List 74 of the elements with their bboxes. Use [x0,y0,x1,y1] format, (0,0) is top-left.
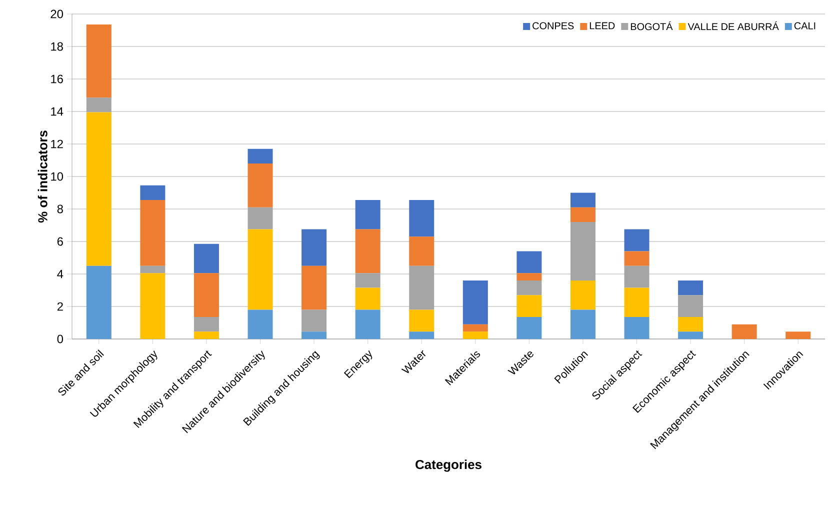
bar [140,266,166,274]
bar [355,273,380,288]
bar [570,222,596,280]
bar [355,229,380,274]
bar [409,266,434,310]
bar [624,266,650,288]
bar [516,251,542,274]
bar [462,332,488,339]
bar [248,163,273,208]
bar [302,332,327,339]
legend-label: CALI [794,22,816,30]
y-tick-label: 4 [57,270,64,278]
bar [462,324,488,332]
bar [248,229,273,310]
bar [516,280,542,296]
bar [516,317,542,339]
bar [570,280,596,310]
bar [302,229,327,266]
bar [86,24,112,98]
y-tick-label: 8 [57,204,63,214]
x-tick-label: Site and soil [58,350,104,396]
bar [194,332,219,339]
bar [624,229,650,252]
y-tick-label: 14 [51,107,64,116]
y-tick-label: 0 [57,334,64,344]
bar [355,310,380,339]
x-axis-title: Categories [416,460,482,472]
bar [248,310,273,339]
bar [678,317,704,332]
bar [355,288,380,310]
bar [140,273,166,339]
legend-label: CONPES [532,22,574,30]
bar [678,280,704,296]
bar [732,324,757,339]
bar [516,295,542,318]
legend-label: BOGOTÁ [630,21,673,30]
bar [140,185,166,200]
bar [248,207,273,230]
bar [86,112,112,266]
bar [194,317,219,332]
bar [409,236,434,266]
bar [248,148,273,164]
bar [462,280,488,324]
bar [86,266,112,339]
bar [786,332,811,339]
y-tick-label: 6 [57,237,63,246]
bar [409,310,434,332]
legend-label: LEED [590,22,615,30]
y-tick-label: 16 [51,74,63,84]
legend-label: VALLE DE ABURRÁ [688,21,779,30]
bar [678,332,704,339]
bar [194,244,219,274]
y-tick-label: 18 [51,42,63,51]
bar [570,310,596,339]
y-tick-label: 12 [51,140,63,148]
bar [570,207,596,222]
bar [302,310,327,332]
y-axis-title: % of indicators [38,130,48,223]
y-tick-label: 10 [51,172,64,181]
bar [570,192,596,208]
bar [624,317,650,339]
bar [624,288,650,318]
bar [140,200,166,266]
bar [678,295,704,318]
bar [516,273,542,280]
bar [409,332,434,339]
bar [409,200,434,237]
bar [86,98,112,112]
bar [302,266,327,310]
bar [355,200,380,230]
y-tick-label: 20 [50,10,64,18]
bar [194,273,219,318]
y-tick-label: 2 [57,302,63,311]
bar [624,251,650,266]
